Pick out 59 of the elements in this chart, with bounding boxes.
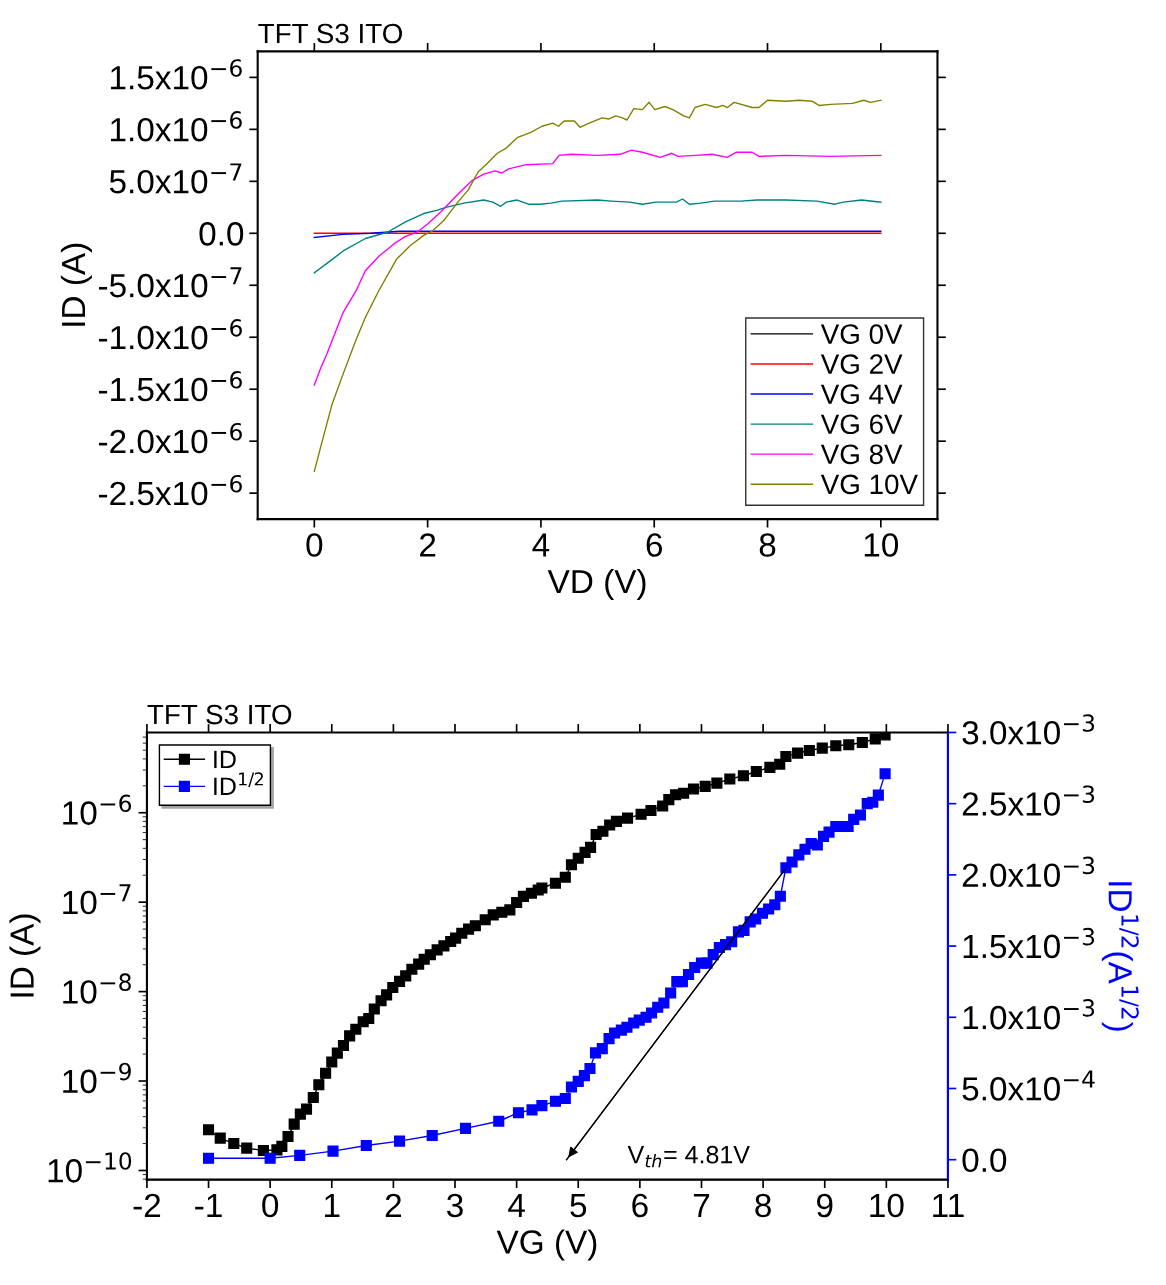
- x-tick-label: 3: [447, 1193, 463, 1218]
- x-tick-label: 11: [933, 1194, 964, 1217]
- y-tick-label: -1.0x10$^{−6}$: [98, 318, 242, 350]
- x-tick-label: 9: [817, 1193, 833, 1218]
- y-tick-label: 0.0: [199, 222, 244, 246]
- y-tick-label: -5.0x10$^{−7}$: [98, 267, 242, 298]
- legend-label: VG 6V: [820, 414, 903, 435]
- y-tick-label: 1.5x10$^{−6}$: [111, 59, 242, 90]
- y-tick-label: 10$^{−9}$: [63, 1062, 131, 1094]
- y2-tick-label: 1.5x10$^{−3}$: [963, 927, 1095, 959]
- x-tick-label: 2: [385, 1193, 401, 1217]
- y2-axis-title: ID$^{1/2}$(A$^{1/2}$): [1101, 882, 1139, 1031]
- x-tick-label: 5: [570, 1194, 587, 1218]
- legend-label: ID$^{1/2}$: [214, 772, 263, 795]
- x-tick-label: 6: [632, 1193, 648, 1218]
- annotation: V$_{th}$= 4.81V: [627, 1145, 750, 1168]
- line-series: [313, 230, 882, 239]
- legend-label: ID: [214, 750, 236, 769]
- chart-title: TFT S3 ITO: [147, 704, 292, 725]
- x-tick-label: 8: [755, 1193, 771, 1218]
- y-axis-title: ID (A): [60, 243, 92, 326]
- x-tick-label: -1: [195, 1194, 222, 1217]
- x-tick-label: 7: [693, 1194, 710, 1217]
- y2-tick-label: 3.0x10$^{−3}$: [962, 714, 1095, 745]
- x-tick-label: 4: [508, 1194, 525, 1217]
- legend-label: VG 0V: [820, 324, 903, 344]
- y2-tick-label: 5.0x10$^{−4}$: [962, 1070, 1095, 1101]
- y2-tick-label: 2.5x10$^{−3}$: [962, 785, 1095, 816]
- x-tick-label: 8: [759, 533, 776, 557]
- y-tick-label: 5.0x10$^{−7}$: [109, 163, 242, 194]
- x-axis-title: VD (V): [547, 568, 646, 601]
- y-tick-label: 10$^{−6}$: [63, 794, 132, 825]
- x-tick-label: 0: [262, 1193, 279, 1218]
- y-tick-label: -2.5x10$^{−6}$: [98, 474, 242, 506]
- legend-label: VG 4V: [820, 384, 903, 405]
- y2-tick-label: 2.0x10$^{−3}$: [962, 856, 1095, 888]
- x-axis-title: VG (V): [496, 1229, 597, 1261]
- y-tick-label: 10$^{−8}$: [63, 973, 131, 1004]
- y-axis-title: ID (A): [9, 914, 41, 997]
- y-tick-label: 10$^{−7}$: [63, 884, 131, 915]
- y-tick-label: 1.0x10$^{−6}$: [111, 111, 242, 142]
- y-tick-label: 10$^{−10}$: [48, 1152, 132, 1183]
- chart-title: TFT S3 ITO: [258, 23, 402, 44]
- y-tick-label: -2.0x10$^{−6}$: [98, 422, 242, 454]
- x-tick-label: 6: [646, 533, 663, 557]
- x-tick-label: 2: [420, 533, 436, 557]
- y2-tick-label: 1.0x10$^{−3}$: [963, 999, 1095, 1030]
- x-tick-label: 1: [325, 1194, 340, 1217]
- legend-label: VG 8V: [820, 444, 903, 465]
- x-tick-label: 0: [306, 533, 323, 557]
- x-tick-label: 10: [870, 1193, 904, 1218]
- x-tick-label: -2: [133, 1193, 161, 1217]
- y-tick-label: -1.5x10$^{−6}$: [98, 370, 242, 402]
- legend-label: VG 10V: [820, 474, 918, 495]
- y2-tick-label: 0.0: [962, 1148, 1007, 1173]
- legend-label: VG 2V: [820, 354, 903, 374]
- x-tick-label: 10: [864, 533, 899, 557]
- x-tick-label: 4: [532, 533, 550, 557]
- line-series: [313, 198, 882, 274]
